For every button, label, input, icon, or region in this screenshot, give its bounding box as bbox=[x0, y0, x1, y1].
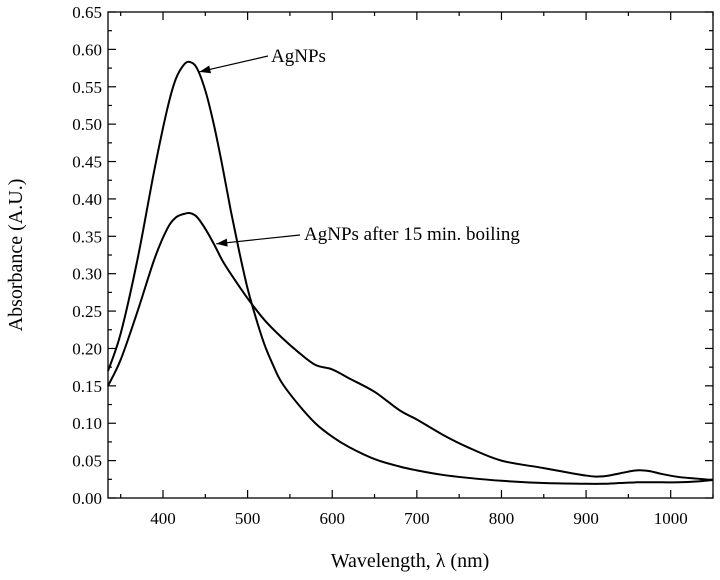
x-tick-label: 1000 bbox=[654, 509, 688, 528]
x-axis-label: Wavelength, λ (nm) bbox=[331, 550, 490, 572]
y-tick-label: 0.00 bbox=[72, 489, 102, 508]
annotation-agnps: AgNPs bbox=[199, 46, 326, 74]
tick-marks bbox=[108, 11, 714, 499]
y-tick-label: 0.50 bbox=[72, 115, 102, 134]
annotation-label: AgNPs after 15 min. boiling bbox=[304, 224, 520, 245]
y-tick-label: 0.65 bbox=[72, 3, 102, 22]
y-tick-label: 0.25 bbox=[72, 302, 102, 321]
plot-frame bbox=[107, 11, 714, 499]
y-tick-label: 0.10 bbox=[72, 414, 102, 433]
y-tick-label: 0.35 bbox=[72, 227, 102, 246]
annotation-agnps-boiled: AgNPs after 15 min. boiling bbox=[216, 224, 520, 247]
y-tick-label: 0.60 bbox=[72, 40, 102, 59]
x-tick-label: 400 bbox=[150, 509, 176, 528]
x-tick-label: 500 bbox=[235, 509, 261, 528]
y-tick-label: 0.45 bbox=[72, 153, 102, 172]
series-lines bbox=[107, 60, 714, 485]
y-tick-label: 0.30 bbox=[72, 265, 102, 284]
series-line-agnps bbox=[107, 60, 714, 485]
y-tick-label: 0.40 bbox=[72, 190, 102, 209]
y-tick-label: 0.55 bbox=[72, 78, 102, 97]
annotation-label: AgNPs bbox=[271, 46, 326, 67]
x-tick-label: 700 bbox=[404, 509, 430, 528]
x-tick-label: 900 bbox=[573, 509, 599, 528]
y-tick-label: 0.05 bbox=[72, 452, 102, 471]
y-axis-label: Absorbance (A.U.) bbox=[5, 179, 27, 332]
y-tick-label: 0.20 bbox=[72, 339, 102, 358]
y-tick-label: 0.15 bbox=[72, 377, 102, 396]
tick-labels: 400 500 600 700 800 900 1000 0.00 0.05 0.10 0.15 0.… bbox=[72, 3, 687, 528]
series-line-agnps-boiled bbox=[107, 211, 714, 482]
annotation-arrow-line bbox=[216, 234, 301, 245]
annotation-arrowhead bbox=[216, 238, 228, 247]
annotation-arrow-line bbox=[199, 55, 269, 73]
annotations: AgNPs AgNPs after 15 min. boiling bbox=[199, 46, 520, 247]
annotation-arrowhead bbox=[199, 65, 212, 74]
x-tick-label: 600 bbox=[319, 509, 345, 528]
x-tick-label: 800 bbox=[489, 509, 515, 528]
